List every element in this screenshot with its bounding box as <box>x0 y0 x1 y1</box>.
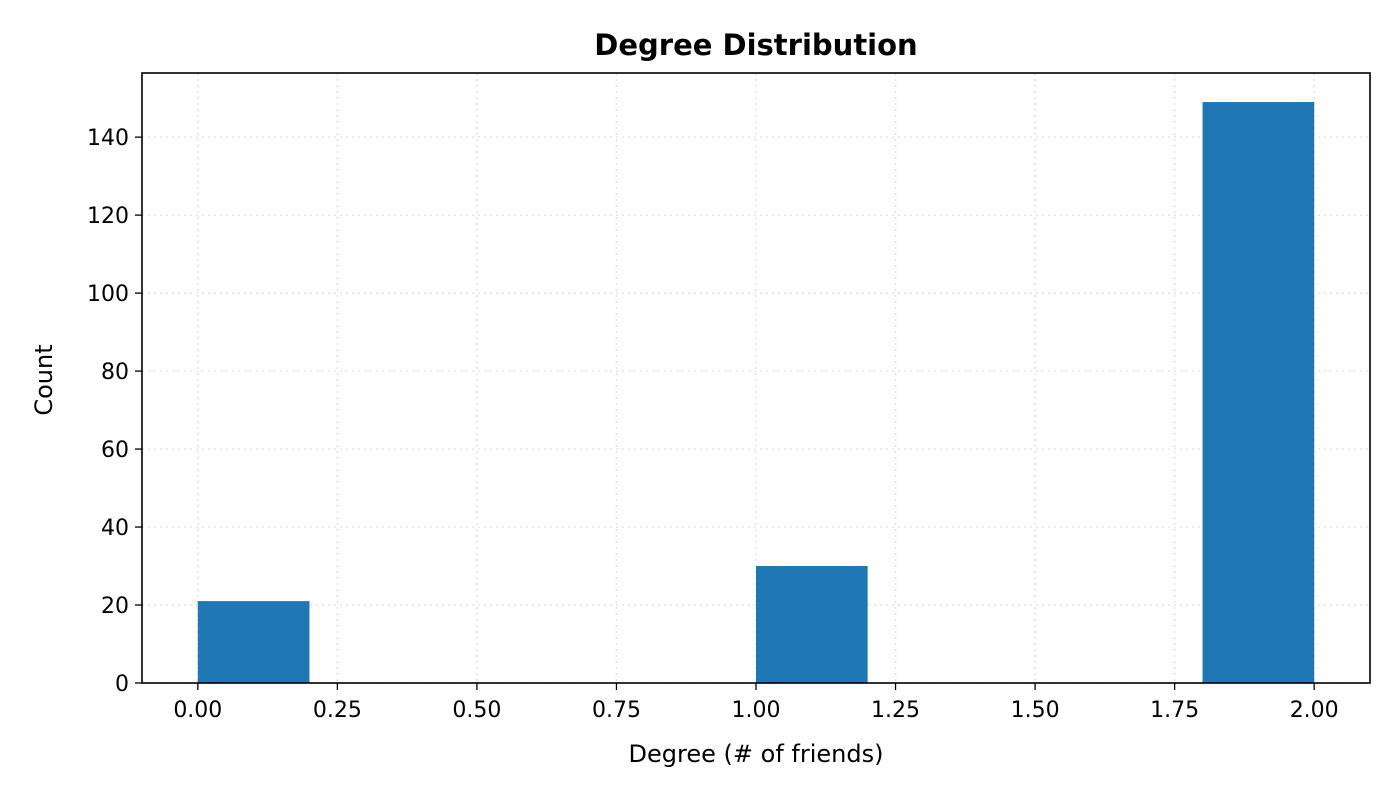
chart-title: Degree Distribution <box>594 28 917 62</box>
x-tick-label: 1.75 <box>1150 698 1199 723</box>
x-tick-label: 0.25 <box>313 698 362 723</box>
x-tick-label: 2.00 <box>1290 698 1339 723</box>
y-tick-label: 60 <box>101 438 129 463</box>
x-tick-label: 0.00 <box>173 698 222 723</box>
histogram-bar <box>197 601 310 683</box>
histogram-bar <box>1202 102 1315 684</box>
x-tick-label: 1.50 <box>1011 698 1060 723</box>
y-tick-label: 120 <box>87 204 129 229</box>
x-axis-label: Degree (# of friends) <box>629 740 884 768</box>
x-tick-label: 0.75 <box>592 698 641 723</box>
y-tick-label: 80 <box>101 360 129 385</box>
y-tick-label: 0 <box>115 672 129 697</box>
x-tick-label: 0.50 <box>452 698 501 723</box>
x-axis-ticks: 0.00 0.25 0.50 0.75 1.00 1.25 1.50 1.75 2.00 <box>173 683 1339 723</box>
y-tick-label: 40 <box>101 516 129 541</box>
x-tick-label: 1.25 <box>871 698 920 723</box>
y-tick-label: 140 <box>87 126 129 151</box>
histogram-bar <box>756 566 868 683</box>
y-axis-ticks: 0 20 40 60 80 100 120 140 <box>87 126 142 697</box>
y-tick-label: 100 <box>87 282 129 307</box>
y-axis-label: Count <box>30 344 58 415</box>
y-tick-label: 20 <box>101 594 129 619</box>
bars <box>197 102 1315 684</box>
x-tick-label: 1.00 <box>732 698 781 723</box>
